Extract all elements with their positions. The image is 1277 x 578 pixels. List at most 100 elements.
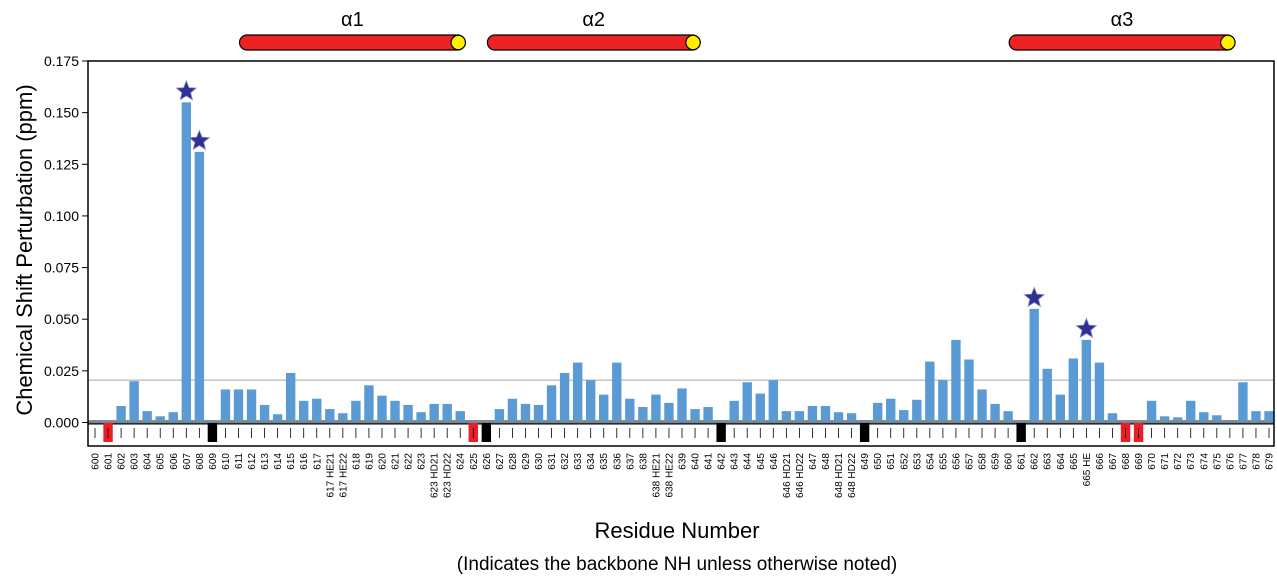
stars-layer	[175, 79, 1098, 339]
bar-624	[455, 411, 465, 421]
bar-665-HE	[1081, 339, 1092, 421]
helix-label: α1	[341, 9, 364, 31]
x-tick-label: 614	[273, 453, 284, 470]
x-tick-label: 659	[991, 453, 1002, 470]
bar-674	[1199, 412, 1209, 421]
y-tick-label: 0.100	[44, 208, 79, 224]
x-tick-label: 622	[404, 453, 415, 470]
star-665-HE	[1075, 317, 1098, 339]
bar-604	[142, 411, 152, 421]
plot-frame	[87, 60, 1275, 447]
bars-layer	[116, 102, 1274, 421]
x-tick-label: 631	[547, 453, 558, 470]
x-tick-label: 678	[1251, 453, 1262, 470]
axes-layer: 0.000 0.025 0.050 0.075 0.100 0.125 0.150 0.175…	[44, 53, 1276, 498]
x-tick-label: 662	[1030, 453, 1041, 470]
x-tick-label: 626	[482, 453, 493, 470]
bar-629	[520, 403, 531, 421]
x-tick-label: 679	[1265, 453, 1276, 470]
x-tick-label: 661	[1017, 453, 1028, 470]
x-tick-label: 616	[299, 453, 310, 470]
bar-652	[899, 410, 909, 421]
bar-664	[1055, 394, 1065, 421]
bar-606	[168, 412, 178, 421]
x-tick-label: 619	[364, 453, 375, 470]
helix-bar	[238, 34, 466, 51]
x-tick-label: 623 HD22	[443, 453, 454, 498]
helix-cap	[1220, 34, 1236, 51]
x-tick-label: 673	[1186, 453, 1197, 470]
bar-671	[1159, 416, 1170, 421]
x-tick-label: 636	[612, 453, 623, 470]
y-tick-label: 0.075	[44, 260, 79, 276]
bar-633	[572, 362, 583, 421]
x-tick-label: 633	[573, 453, 584, 470]
helix-cap	[685, 34, 701, 51]
x-tick-label: 654	[925, 453, 936, 470]
bar-623-HD21	[429, 403, 439, 421]
x-tick-label: 601	[104, 453, 115, 470]
bar-635	[599, 394, 609, 421]
x-tick-label: 648	[821, 453, 832, 470]
bar-648-HD21	[833, 412, 844, 421]
x-tick-label: 605	[156, 453, 167, 470]
x-tick-label: 611	[234, 453, 245, 469]
bar-673	[1186, 400, 1196, 421]
bar-628	[507, 398, 518, 421]
x-tick-label: 603	[130, 453, 141, 470]
bar-616	[299, 400, 309, 421]
bar-646	[768, 380, 779, 421]
bar-623-HD22	[442, 403, 452, 421]
x-tick-label: 600	[91, 453, 102, 470]
bar-617-HE22	[338, 413, 348, 421]
bar-650	[872, 402, 883, 421]
y-tick-label: 0.150	[44, 105, 79, 121]
x-tick-label: 671	[1160, 453, 1171, 470]
y-axis-title: Chemical Shift Perturbation (ppm)	[12, 84, 37, 415]
x-tick-label: 607	[182, 453, 193, 470]
bar-607	[181, 102, 192, 421]
star-607	[175, 79, 198, 101]
bar-638	[638, 407, 648, 421]
y-tick-label: 0.125	[44, 156, 79, 172]
bar-648	[820, 405, 831, 421]
bar-639	[677, 388, 687, 421]
x-tick-label: 623	[417, 453, 428, 470]
x-tick-label: 655	[938, 453, 949, 470]
x-tick-label: 625	[469, 453, 480, 470]
x-tick-label: 615	[286, 453, 297, 470]
bar-643	[729, 400, 739, 421]
helix-3: α3	[1008, 9, 1236, 51]
x-tick-label: 647	[808, 453, 819, 470]
bar-602	[116, 405, 126, 421]
star-662	[1023, 286, 1046, 308]
bar-638-HE22	[664, 402, 674, 421]
x-tick-label: 646 HD21	[782, 453, 793, 498]
x-tick-label: 665	[1069, 453, 1080, 470]
bar-644	[742, 382, 752, 421]
helix-bar	[486, 34, 701, 51]
x-tick-label: 644	[743, 453, 754, 470]
bar-666	[1094, 362, 1105, 421]
bar-646-HD22	[794, 411, 805, 421]
bar-667	[1107, 413, 1118, 421]
x-tick-label: 650	[873, 453, 884, 470]
x-tick-label: 652	[899, 453, 910, 470]
bar-630	[533, 404, 544, 421]
bar-662	[1029, 308, 1039, 421]
x-tick-label: 677	[1238, 453, 1249, 470]
x-tick-label: 604	[143, 453, 154, 470]
helix-2: α2	[486, 9, 701, 51]
bar-660	[1003, 411, 1013, 421]
x-tick-label: 641	[704, 453, 715, 470]
x-tick-label: 613	[260, 453, 271, 470]
unassigned-markers-layer	[103, 423, 1144, 442]
bar-603	[129, 381, 139, 421]
x-tick-label: 639	[678, 453, 689, 470]
bar-678	[1251, 411, 1261, 421]
x-tick-label: 617	[312, 453, 323, 470]
bar-610	[220, 389, 231, 421]
x-axis-title: Residue Number	[594, 518, 759, 543]
bar-618	[351, 400, 361, 421]
